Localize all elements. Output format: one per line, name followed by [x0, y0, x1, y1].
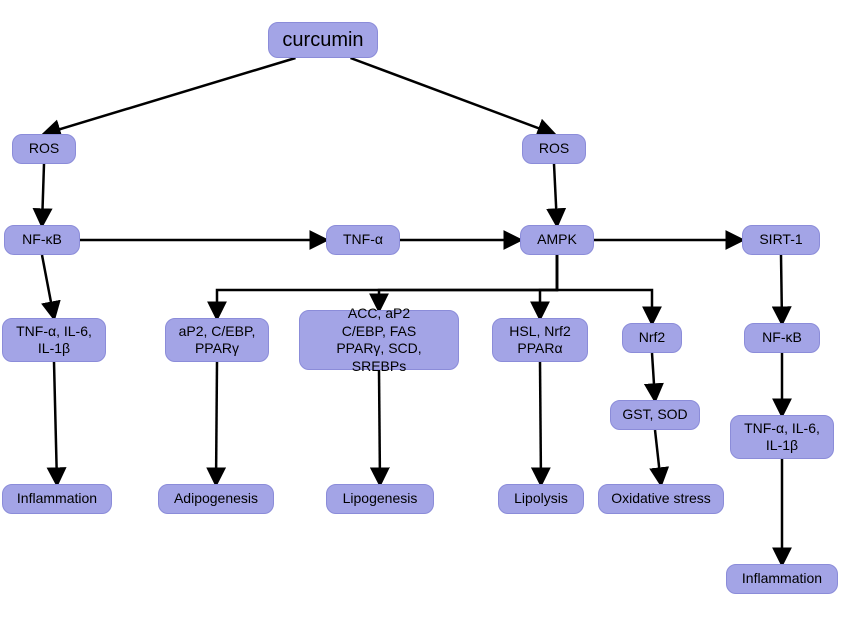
edge-ampk-to-nrf2 — [557, 255, 652, 323]
node-nrf2: Nrf2 — [622, 323, 682, 353]
edge-sirt1-to-nfkb_right — [781, 255, 782, 323]
edge-acc-to-lipogenesis — [379, 370, 380, 484]
node-inflammation_r: Inflammation — [726, 564, 838, 594]
node-inflammation_l: Inflammation — [2, 484, 112, 514]
node-hsl: HSL, Nrf2 PPARα — [492, 318, 588, 362]
edge-nrf2-to-gst_sod — [652, 353, 655, 400]
edge-tnfa_il6-to-inflammation_l — [54, 362, 57, 484]
node-gst_sod: GST, SOD — [610, 400, 700, 430]
node-ros_left: ROS — [12, 134, 76, 164]
node-nfkb_right: NF-κB — [744, 323, 820, 353]
edge-curcumin-to-ros_left — [44, 58, 296, 134]
node-adipogenesis: Adipogenesis — [158, 484, 274, 514]
edge-gst_sod-to-oxidative — [655, 430, 661, 484]
edge-ros_right-to-ampk — [554, 164, 557, 225]
node-lipogenesis: Lipogenesis — [326, 484, 434, 514]
edge-hsl-to-lipolysis — [540, 362, 541, 484]
node-acc: ACC, aP2 C/EBP, FAS PPARγ, SCD, SREBPs — [299, 310, 459, 370]
edge-ap2_cebp-to-adipogenesis — [216, 362, 217, 484]
node-oxidative: Oxidative stress — [598, 484, 724, 514]
node-tnfa_il6_r: TNF-α, IL-6, IL-1β — [730, 415, 834, 459]
node-lipolysis: Lipolysis — [498, 484, 584, 514]
edge-nfkb_left-to-tnfa_il6 — [42, 255, 54, 318]
node-ap2_cebp: aP2, C/EBP, PPARγ — [165, 318, 269, 362]
node-tnfa_mid: TNF-α — [326, 225, 400, 255]
node-sirt1: SIRT-1 — [742, 225, 820, 255]
edge-ampk-to-acc — [379, 255, 557, 310]
edge-ampk-to-hsl — [540, 255, 557, 318]
node-curcumin: curcumin — [268, 22, 378, 58]
node-nfkb_left: NF-κB — [4, 225, 80, 255]
node-tnfa_il6: TNF-α, IL-6, IL-1β — [2, 318, 106, 362]
edge-ros_left-to-nfkb_left — [42, 164, 44, 225]
node-ros_right: ROS — [522, 134, 586, 164]
node-ampk: AMPK — [520, 225, 594, 255]
edge-curcumin-to-ros_right — [351, 58, 555, 134]
